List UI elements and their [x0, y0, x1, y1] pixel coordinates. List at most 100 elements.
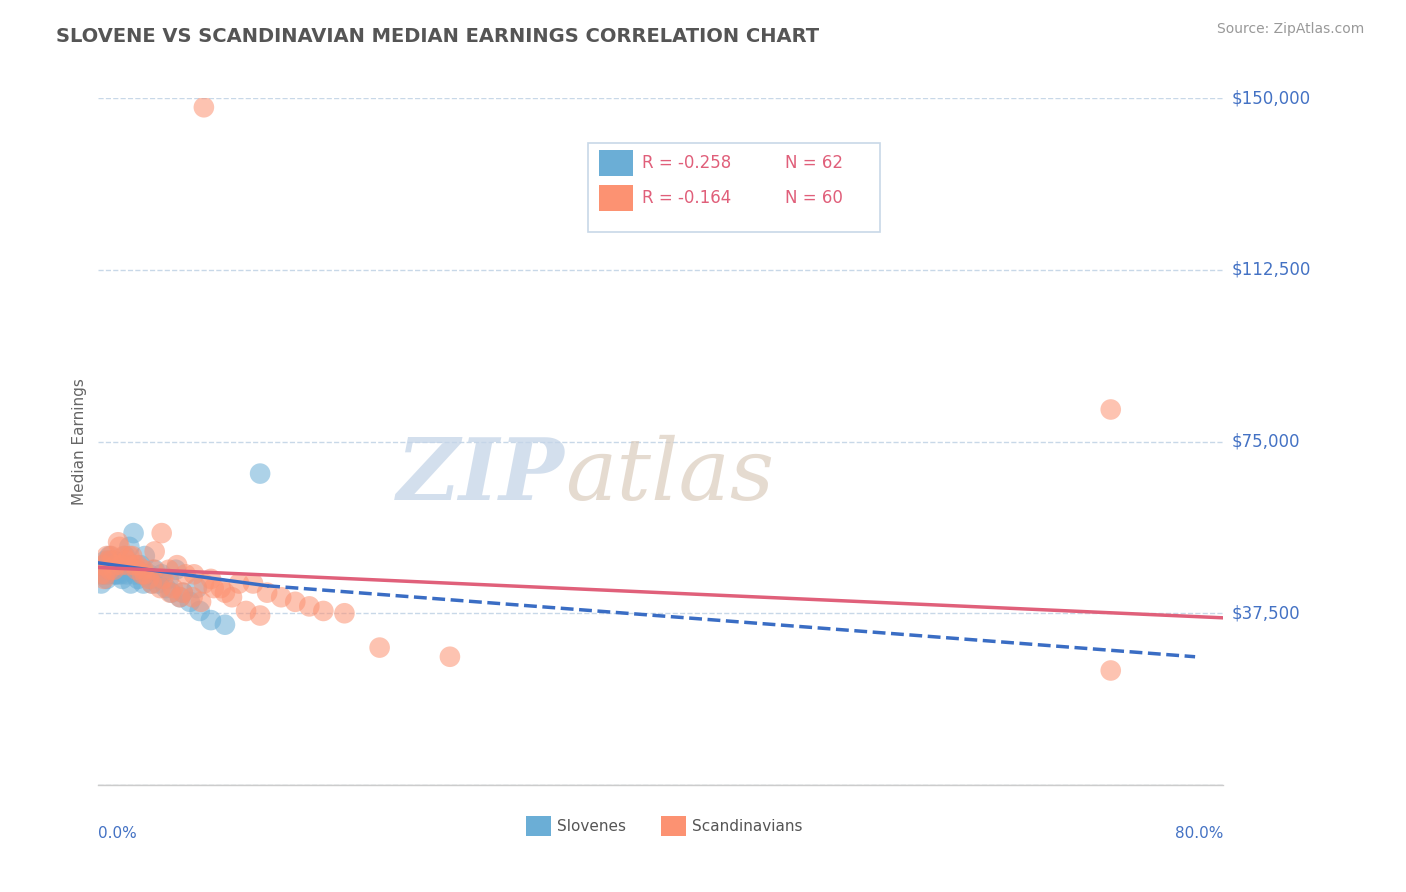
Point: [148, 572, 170, 586]
Bar: [599, 186, 633, 211]
Point: [100, 558, 122, 573]
Point: [105, 563, 128, 577]
Point: [100, 558, 122, 573]
Point: [193, 576, 215, 591]
Point: [150, 526, 173, 541]
Point: [249, 608, 271, 623]
Text: atlas: atlas: [565, 434, 775, 517]
Point: [157, 572, 180, 586]
Point: [183, 567, 205, 582]
Point: [270, 591, 292, 605]
Point: [94, 553, 117, 567]
Point: [127, 572, 149, 586]
Point: [115, 563, 138, 577]
Point: [166, 558, 188, 573]
Point: [169, 591, 191, 605]
Point: [97, 567, 120, 582]
Point: [155, 581, 177, 595]
Point: [96, 572, 118, 586]
Point: [107, 535, 129, 549]
Point: [131, 567, 153, 582]
Point: [108, 540, 131, 554]
Point: [200, 613, 222, 627]
Point: [190, 595, 212, 609]
Text: $75,000: $75,000: [1232, 433, 1301, 450]
Point: [103, 553, 125, 567]
Point: [91, 567, 114, 582]
Point: [312, 604, 335, 618]
Point: [117, 563, 139, 577]
Point: [112, 558, 135, 573]
Point: [439, 649, 461, 664]
Point: [172, 585, 194, 599]
Point: [172, 585, 194, 599]
Point: [150, 567, 173, 582]
Point: [100, 549, 122, 563]
Point: [98, 563, 121, 577]
Point: [141, 576, 163, 591]
Point: [120, 576, 142, 591]
Point: [132, 563, 155, 577]
Point: [298, 599, 321, 614]
Text: R = -0.258: R = -0.258: [641, 153, 731, 171]
Point: [152, 572, 174, 586]
Point: [132, 576, 155, 591]
Point: [121, 549, 143, 563]
Point: [169, 591, 191, 605]
Point: [104, 567, 127, 582]
Point: [114, 549, 136, 563]
Point: [90, 576, 112, 591]
Text: Scandinavians: Scandinavians: [692, 819, 803, 834]
Point: [179, 595, 201, 609]
Point: [162, 581, 184, 595]
Point: [124, 567, 146, 582]
Point: [107, 567, 129, 582]
Point: [110, 567, 132, 582]
Text: 0.0%: 0.0%: [98, 826, 138, 841]
Point: [221, 591, 243, 605]
Point: [93, 567, 115, 582]
Point: [139, 572, 162, 586]
Point: [94, 567, 117, 582]
Point: [101, 563, 124, 577]
Point: [284, 595, 307, 609]
Point: [118, 549, 141, 563]
Text: SLOVENE VS SCANDINAVIAN MEDIAN EARNINGS CORRELATION CHART: SLOVENE VS SCANDINAVIAN MEDIAN EARNINGS …: [56, 27, 820, 45]
Point: [125, 563, 148, 577]
Y-axis label: Median Earnings: Median Earnings: [72, 378, 87, 505]
Point: [143, 544, 166, 558]
Point: [146, 576, 169, 591]
FancyBboxPatch shape: [588, 143, 880, 232]
Point: [93, 558, 115, 573]
Point: [188, 604, 211, 618]
Text: $112,500: $112,500: [1232, 260, 1310, 279]
Point: [143, 563, 166, 577]
Point: [165, 563, 187, 577]
Point: [159, 585, 181, 599]
Text: N = 60: N = 60: [785, 189, 842, 208]
Point: [249, 467, 271, 481]
Point: [96, 549, 118, 563]
Point: [141, 576, 163, 591]
Point: [200, 572, 222, 586]
Point: [110, 558, 132, 573]
Text: R = -0.164: R = -0.164: [641, 189, 731, 208]
Point: [108, 558, 131, 573]
Point: [105, 563, 128, 577]
Point: [134, 567, 156, 582]
Point: [333, 607, 356, 621]
Point: [97, 563, 120, 577]
Point: [124, 558, 146, 573]
Point: [91, 563, 114, 577]
Point: [160, 585, 183, 599]
Point: [129, 558, 152, 573]
Point: [104, 558, 127, 573]
Point: [235, 604, 257, 618]
Point: [214, 617, 236, 632]
Point: [91, 558, 114, 573]
Point: [112, 549, 135, 563]
Text: N = 62: N = 62: [785, 153, 842, 171]
Point: [214, 585, 236, 599]
Text: $37,500: $37,500: [1232, 604, 1301, 623]
Point: [115, 567, 138, 582]
